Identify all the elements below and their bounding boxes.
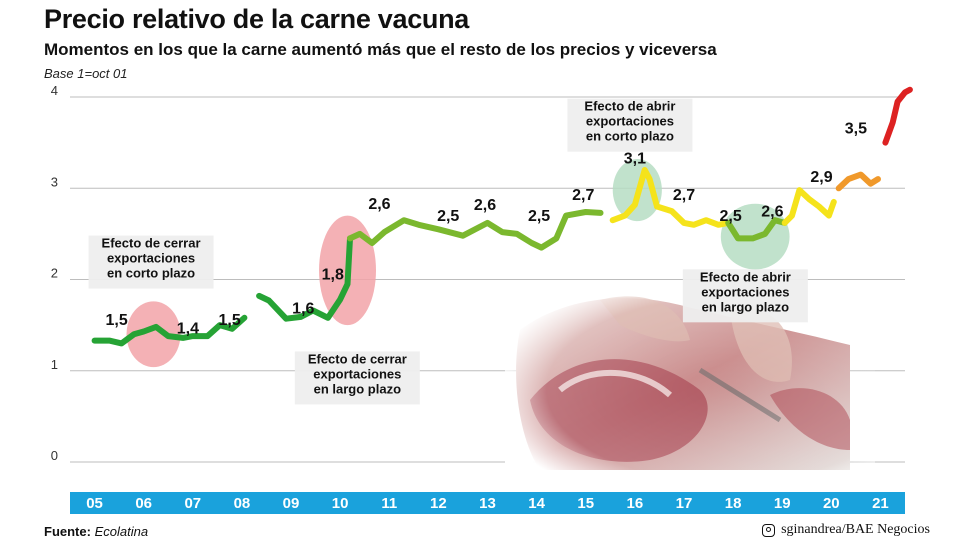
x-axis-band-bg [70, 492, 905, 514]
x-tick-label: 07 [184, 495, 201, 512]
value-label: 2,6 [368, 196, 390, 213]
annotation-text: en corto plazo [586, 129, 674, 144]
credit-text: sginandrea/BAE Negocios [781, 522, 930, 537]
series-segment [725, 217, 788, 242]
value-label: 1,4 [177, 320, 199, 337]
instagram-icon [762, 523, 776, 537]
chart-title: Precio relativo de la carne vacuna [44, 4, 470, 34]
y-tick-label: 4 [51, 83, 58, 98]
series-line [91, 86, 913, 347]
value-label: 2,5 [528, 208, 550, 225]
x-tick-label: 18 [725, 495, 742, 512]
annotation-text: exportaciones [701, 284, 789, 299]
series-segment [781, 187, 837, 226]
annotation-text: en largo plazo [702, 299, 789, 314]
y-tick-label: 0 [51, 448, 58, 463]
credit: sginandrea/BAE Negocios [762, 522, 930, 538]
annotation-box [88, 235, 214, 289]
source-value: Ecolatina [94, 524, 149, 539]
series-segment [882, 86, 913, 146]
value-label: 1,5 [106, 312, 128, 329]
series-segment [347, 209, 604, 251]
source-note: Fuente: Ecolatina [44, 524, 148, 539]
value-label: 3,5 [845, 121, 867, 138]
x-tick-label: 19 [774, 495, 791, 512]
source-label: Fuente: [44, 524, 91, 539]
x-tick-label: 21 [872, 495, 889, 512]
x-tick-label: 14 [528, 495, 545, 512]
value-label: 2,6 [761, 204, 783, 221]
value-label: 3,1 [624, 151, 646, 168]
chart-subtitle: Momentos en los que la carne aumentó más… [44, 40, 717, 59]
x-tick-label: 13 [479, 495, 496, 512]
base-note: Base 1=oct 01 [44, 66, 128, 81]
x-tick-label: 06 [135, 495, 152, 512]
y-tick-label: 3 [51, 174, 58, 189]
value-label: 1,5 [219, 312, 241, 329]
series-segment [256, 235, 353, 322]
annotation-text: en corto plazo [107, 266, 195, 281]
value-label: 2,5 [720, 208, 742, 225]
annotation-box [567, 98, 693, 152]
y-axis-tick-labels: 0 1 2 3 4 [51, 83, 58, 463]
value-labels: 1,5 1,4 1,5 1,6 1,8 2,6 2,5 2,6 2,5 2,7 3,1 2,7 2,5 2… [106, 121, 868, 338]
annotation-box [294, 351, 420, 405]
value-label: 1,8 [322, 267, 344, 284]
annotation-text: Efecto de cerrar [102, 236, 201, 251]
value-label: 2,7 [572, 187, 594, 204]
annotation-text: Efecto de abrir [584, 99, 675, 114]
x-tick-label: 12 [430, 495, 447, 512]
x-tick-label: 05 [86, 495, 103, 512]
series-segment [835, 171, 881, 192]
series-segment [609, 167, 660, 224]
x-axis-band: 05 06 07 08 09 10 11 12 13 14 15 16 17 18 19 20 21 [70, 492, 905, 514]
value-label: 2,6 [474, 197, 496, 214]
annotation-text: exportaciones [313, 366, 401, 381]
x-tick-label: 15 [577, 495, 594, 512]
x-tick-label: 08 [234, 495, 251, 512]
value-label: 1,6 [292, 300, 314, 317]
highlight-ellipse [126, 301, 181, 368]
annotation-text: en largo plazo [314, 381, 401, 396]
annotation-text: exportaciones [586, 114, 674, 129]
x-tick-label: 10 [332, 495, 349, 512]
value-label: 2,7 [673, 187, 695, 204]
y-tick-label: 1 [51, 357, 58, 372]
series-segment [654, 203, 732, 228]
annotation-text: exportaciones [107, 251, 195, 266]
value-label: 2,9 [810, 169, 832, 186]
annotation-text: Efecto de abrir [700, 269, 791, 284]
x-tick-label: 11 [381, 495, 397, 512]
x-tick-label: 09 [283, 495, 300, 512]
y-tick-label: 2 [51, 266, 58, 281]
x-tick-label: 17 [676, 495, 693, 512]
value-label: 2,5 [437, 208, 459, 225]
series-segment [91, 314, 248, 347]
annotation-text: Efecto de cerrar [308, 351, 407, 366]
annotation-box [682, 269, 808, 323]
x-tick-label: 20 [823, 495, 840, 512]
x-tick-label: 16 [627, 495, 644, 512]
